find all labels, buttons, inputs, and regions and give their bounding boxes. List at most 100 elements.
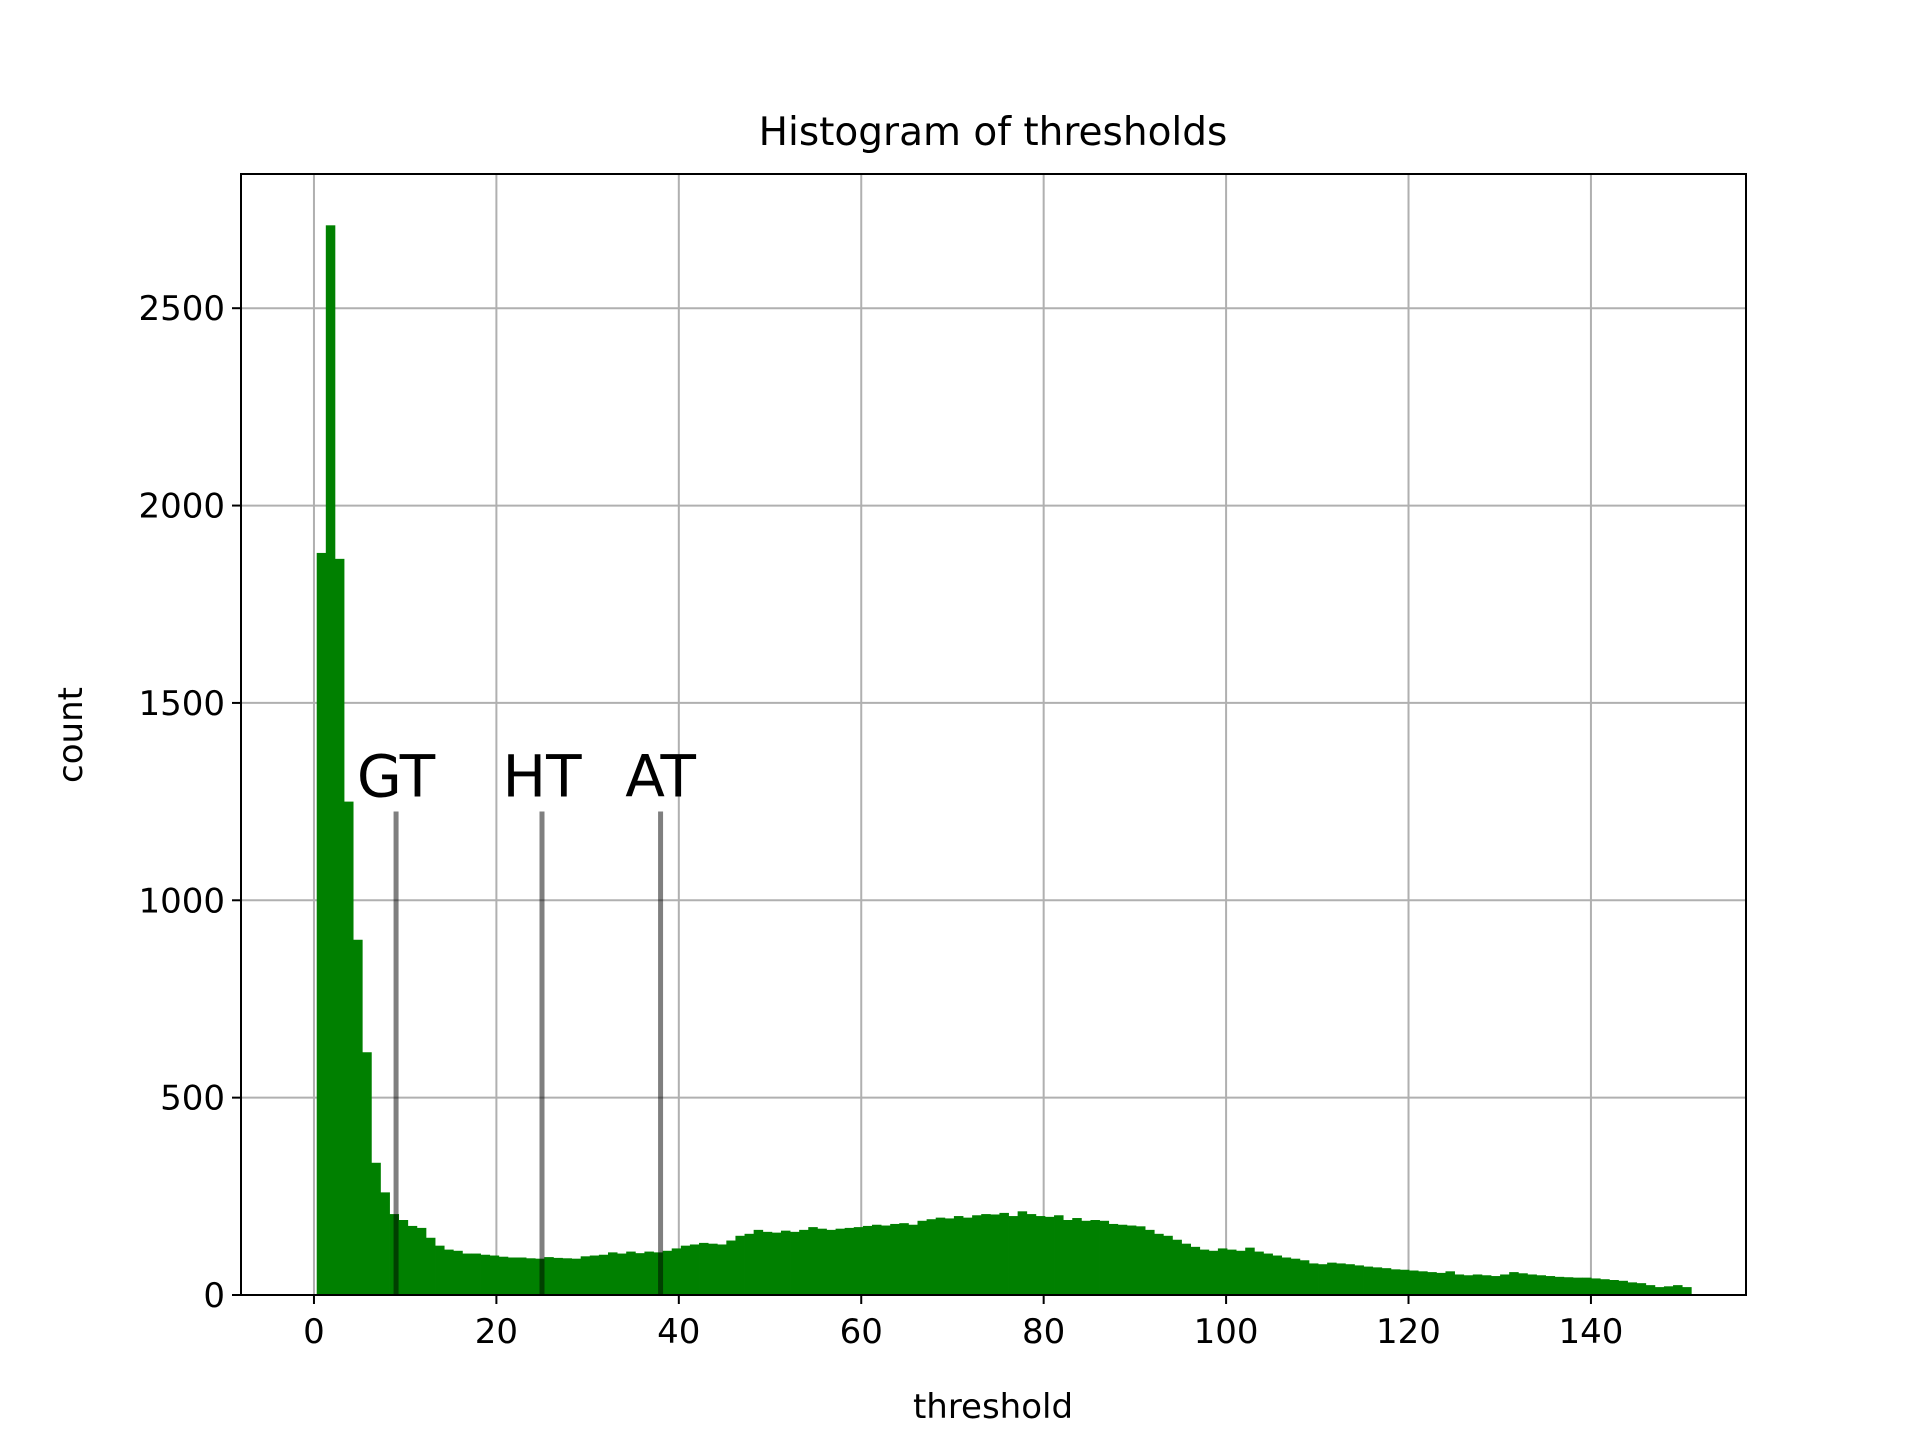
histogram-bar [1591,1278,1601,1295]
histogram-bar [717,1244,727,1295]
histogram-bar [644,1251,654,1295]
histogram-bar [1509,1272,1519,1295]
histogram-bar [1645,1285,1656,1295]
histogram-bar [489,1255,500,1295]
threshold-markers: GT HT AT [357,742,696,1295]
histogram-bar [1682,1287,1692,1295]
histogram-bar [1582,1277,1592,1295]
histogram-bar [526,1258,536,1295]
threshold-label-at: AT [625,742,696,810]
histogram-bar [917,1220,928,1295]
histogram-bar [626,1251,636,1295]
y-tick-label: 0 [203,1276,225,1316]
histogram-bar [1163,1235,1173,1295]
histogram-bar [680,1245,691,1295]
histogram-bar [1172,1239,1182,1295]
histogram-bar [808,1227,818,1295]
histogram-bar [890,1223,900,1295]
histogram-bar [1654,1287,1665,1295]
histogram-bar [662,1250,673,1295]
histogram-bar [1318,1264,1328,1295]
histogram-bar [1609,1280,1619,1295]
histogram-bar [444,1249,454,1295]
x-tick-label: 80 [1022,1312,1065,1352]
histogram-bar [416,1227,427,1295]
histogram-bar [1673,1285,1683,1295]
histogram-bar [1245,1247,1255,1295]
histogram-bar [1618,1280,1628,1295]
histogram-bar [1372,1267,1383,1295]
histogram-bar [1409,1270,1419,1295]
histogram-bar [944,1218,955,1295]
histogram-bar [1481,1275,1492,1295]
histogram-bar [1208,1250,1219,1295]
histogram-bar [435,1245,445,1295]
histogram-bar [862,1225,873,1295]
histogram-bar [1090,1220,1100,1295]
y-tick-label: 2000 [138,487,225,527]
histogram-bar [1099,1220,1110,1295]
histogram-bar [1381,1268,1392,1295]
histogram-bar [1554,1276,1565,1295]
histogram-bar [799,1229,809,1295]
histogram-bar [325,225,336,1296]
histogram-bar [844,1227,855,1295]
plot-area-frame [240,173,1747,1296]
histogram-bar [1035,1216,1046,1295]
histogram-bar [1108,1223,1119,1295]
histogram-bar [1572,1277,1583,1295]
axis-ticks: 0 20 40 60 80 100 120 140 0 500 1000 1500 2000 2500 [138,289,1623,1352]
histogram-bar [1008,1216,1019,1295]
histogram-bar [1627,1282,1638,1295]
y-axis-label: count [51,687,91,783]
histogram-bar [1500,1274,1510,1295]
histogram-bar [1145,1229,1155,1295]
histogram-bar [1472,1274,1483,1295]
histogram-bar [1336,1263,1346,1295]
histogram-bar [453,1250,463,1295]
histogram-bar [990,1214,1000,1295]
histogram-bar [1135,1226,1146,1295]
histogram-bar [498,1256,509,1295]
histogram-bar [1390,1269,1401,1295]
histogram-bar [835,1228,846,1295]
histogram-bar [1600,1279,1610,1295]
histogram-bar [1327,1262,1337,1295]
histogram-bar [425,1237,436,1295]
histogram-bar [1190,1246,1201,1295]
histogram-bar [999,1212,1009,1295]
y-tick-label: 1500 [138,684,225,724]
histogram-bar [1063,1220,1073,1295]
histogram-bar [480,1254,491,1295]
histogram-bar [580,1256,591,1295]
histogram-bar [571,1258,582,1295]
histogram-bar [1536,1275,1547,1295]
histogram-bar [1527,1274,1537,1295]
threshold-label-gt: GT [357,742,436,810]
histogram-bar [753,1229,764,1295]
histogram-bar [407,1225,418,1295]
histogram-bar [598,1254,609,1295]
histogram-bar [1072,1218,1082,1295]
histogram-bar [1117,1224,1128,1295]
histogram-bar [953,1216,964,1295]
x-tick-label: 140 [1558,1312,1623,1352]
histogram-bar [1054,1215,1064,1295]
histogram-bar [726,1240,736,1295]
histogram-bar [371,1162,381,1295]
histogram-bar [881,1225,891,1295]
histogram-bar [1217,1248,1228,1295]
histogram-bar [826,1229,836,1295]
histogram-bar [1436,1272,1446,1295]
histogram-bar [617,1253,627,1295]
histogram-bar [1354,1265,1364,1295]
histogram-bar [871,1224,882,1295]
histogram-bar [1263,1253,1273,1295]
histogram-bar [699,1242,709,1295]
histogram-bar [1563,1277,1574,1295]
histogram-bar [1154,1233,1164,1295]
x-tick-label: 60 [840,1312,883,1352]
histogram-bar [1663,1286,1674,1295]
histogram-bar [334,558,345,1295]
histogram-bar [1199,1249,1210,1295]
